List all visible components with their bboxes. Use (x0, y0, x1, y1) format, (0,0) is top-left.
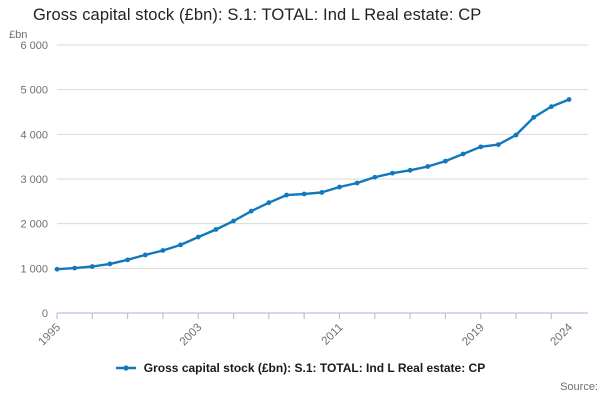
y-axis-unit-label: £bn (9, 29, 28, 41)
data-point-marker (301, 191, 307, 197)
data-point-marker (178, 242, 183, 248)
x-axis-tick-label: 2024 (549, 321, 576, 348)
y-axis-tick-label: 2 000 (20, 219, 48, 231)
data-point-marker (478, 144, 484, 150)
data-point-marker (513, 132, 519, 138)
legend-line-marker-icon (115, 365, 136, 371)
data-point-marker (195, 234, 201, 240)
data-point-marker (319, 190, 325, 195)
data-point-marker (548, 104, 554, 110)
y-axis-tick-label: 4 000 (20, 129, 48, 141)
data-point-marker (213, 227, 219, 232)
x-axis-tick-label: 2011 (320, 322, 346, 348)
data-point-marker (443, 158, 448, 164)
data-point-marker (372, 174, 378, 180)
data-point-marker (425, 164, 431, 169)
data-line-series (56, 98, 570, 271)
data-point-marker (284, 192, 289, 198)
data-point-marker (248, 208, 254, 214)
data-point-marker (390, 170, 395, 176)
y-axis-tick-label: 5 000 (20, 85, 48, 97)
x-axis-tick-label: 2003 (178, 322, 205, 349)
data-point-marker (160, 248, 166, 253)
source-note: Source: (560, 381, 598, 393)
capital-stock-line-chart: 0 1 000 2 000 3 000 4 000 5 000 6 000 1995 2003 2… (20, 40, 588, 349)
data-point-marker (72, 265, 78, 271)
y-axis-tick-label: 3 000 (20, 174, 48, 186)
y-axis-tick-label: 6 000 (20, 40, 48, 52)
data-point-marker (125, 257, 131, 263)
y-axis-tick-label: 0 (42, 308, 48, 320)
legend-series-label: Gross capital stock (£bn): S.1: TOTAL: I… (143, 361, 486, 375)
data-point-marker (531, 114, 537, 120)
data-point-marker (460, 151, 466, 157)
chart-legend: Gross capital stock (£bn): S.1: TOTAL: I… (0, 361, 600, 375)
data-point-marker (231, 218, 236, 224)
data-point-marker (142, 252, 148, 258)
x-axis-tick-label: 1995 (37, 322, 64, 349)
data-point-marker (89, 264, 95, 269)
x-axis-tick-label: 2019 (460, 322, 487, 349)
data-point-marker (337, 184, 342, 190)
data-point-marker (266, 200, 272, 206)
page-title: Gross capital stock (£bn): S.1: TOTAL: I… (33, 6, 482, 24)
data-point-marker (495, 142, 501, 148)
y-axis-tick-label: 1 000 (20, 263, 48, 275)
data-point-marker (354, 180, 360, 186)
data-point-marker (566, 97, 572, 102)
data-point-marker (407, 167, 413, 173)
data-point-marker (54, 266, 60, 272)
data-point-marker (107, 261, 113, 267)
